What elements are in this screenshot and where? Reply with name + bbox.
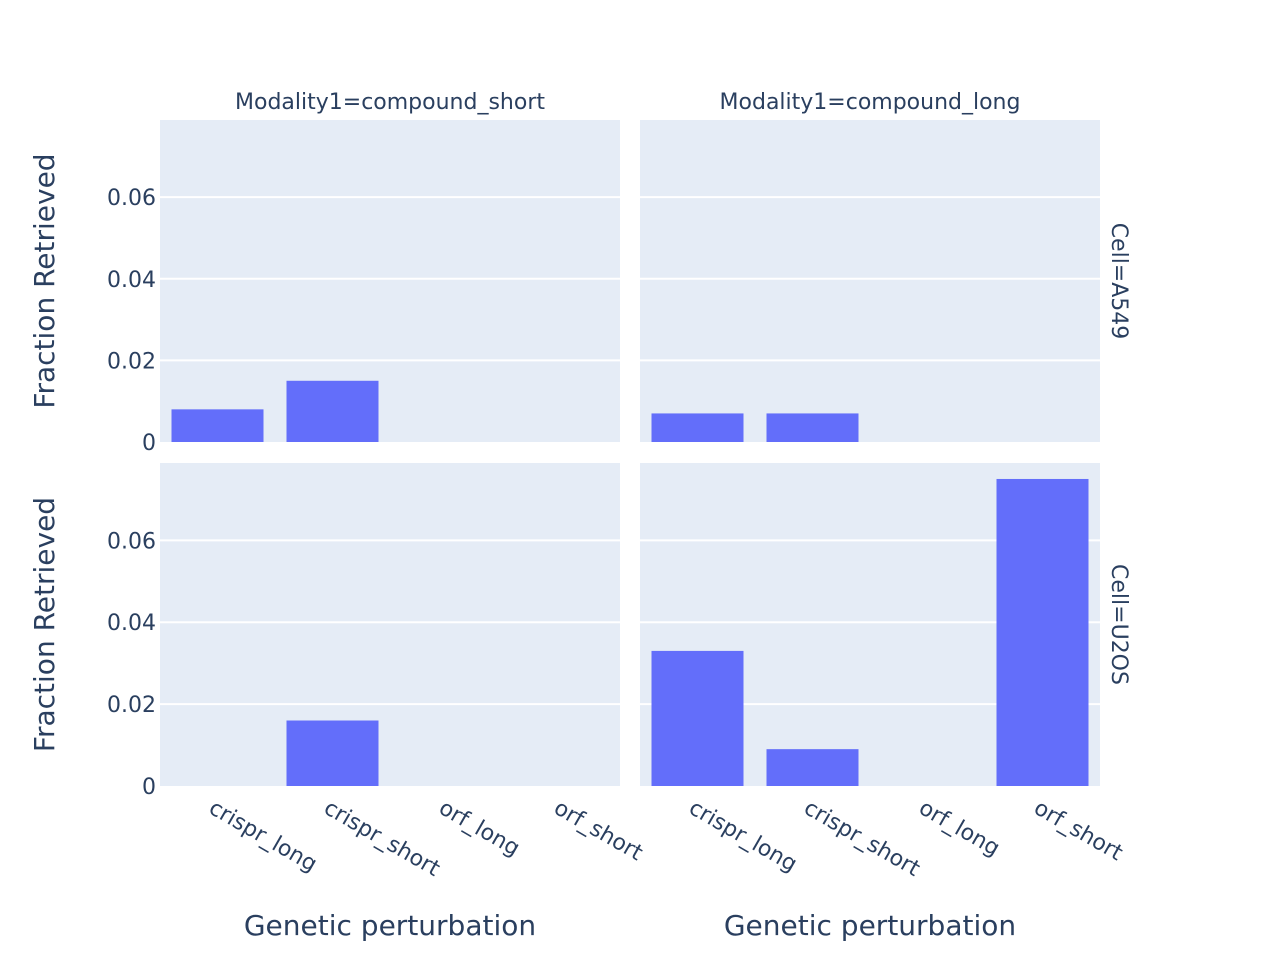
x-tick-label: orf_long (915, 796, 1004, 862)
facet-column-title: Modality1=compound_short (235, 90, 545, 115)
bar-crispr-long (171, 409, 264, 442)
bar-crispr-short (286, 380, 379, 442)
y-axis-title: Fraction Retrieved (28, 153, 61, 408)
bar-crispr-long (651, 413, 744, 442)
facet-row-title: Cell=A549 (1106, 223, 1131, 340)
x-tick-label: orf_short (550, 796, 648, 867)
y-tick-label: 0.06 (107, 186, 156, 211)
x-axis-title: Genetic perturbation (244, 909, 536, 942)
y-tick-label: 0.04 (107, 611, 156, 636)
x-tick-label: crispr_long (685, 796, 802, 878)
facet-column-title: Modality1=compound_long (720, 90, 1021, 115)
panel-background (160, 120, 620, 442)
x-tick-label: crispr_short (320, 796, 445, 882)
y-axis-title: Fraction Retrieved (28, 497, 61, 752)
bar-orf-short (996, 478, 1089, 786)
facet-row-title: Cell=U2OS (1106, 564, 1131, 685)
bar-crispr-short (286, 720, 379, 786)
y-tick-label: 0.04 (107, 268, 156, 293)
y-tick-label: 0 (142, 775, 156, 800)
y-tick-label: 0.02 (107, 349, 156, 374)
bar-crispr-short (766, 413, 859, 442)
x-tick-label: crispr_short (800, 796, 925, 882)
y-tick-label: 0.02 (107, 693, 156, 718)
y-tick-label: 0.06 (107, 529, 156, 554)
x-tick-label: crispr_long (205, 796, 322, 878)
x-tick-label: orf_short (1030, 796, 1128, 867)
x-axis-title: Genetic perturbation (724, 909, 1016, 942)
panel-background (640, 120, 1100, 442)
panel-background (160, 463, 620, 786)
bar-crispr-long (651, 650, 744, 786)
x-tick-label: orf_long (435, 796, 524, 862)
y-tick-label: 0 (142, 431, 156, 456)
bar-crispr-short (766, 749, 859, 786)
